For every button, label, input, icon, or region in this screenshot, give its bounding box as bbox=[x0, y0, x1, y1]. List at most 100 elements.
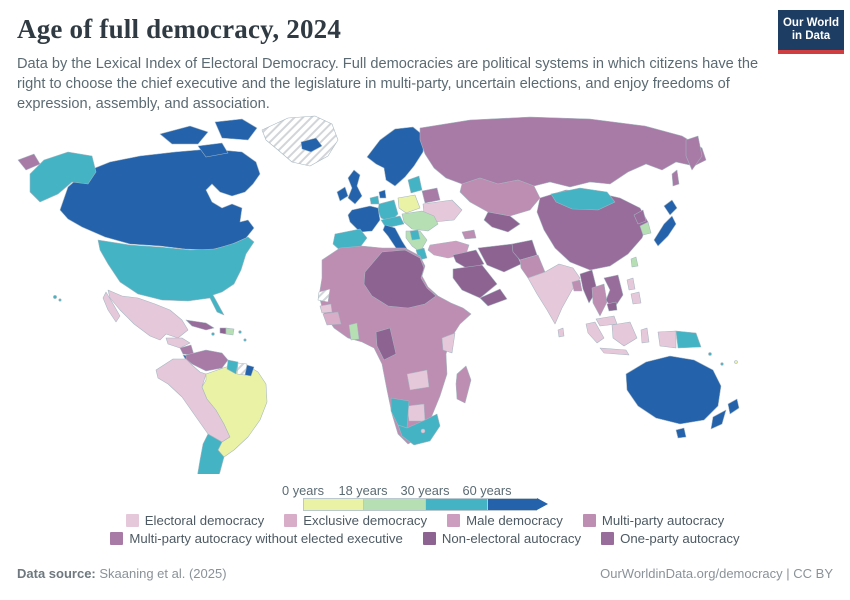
region-arctic-island[interactable] bbox=[159, 125, 209, 145]
region-yemen-oman[interactable] bbox=[479, 288, 508, 307]
region-hawaii[interactable] bbox=[53, 295, 57, 299]
region-guinea[interactable] bbox=[322, 311, 342, 326]
region-india[interactable] bbox=[527, 263, 581, 325]
region-indonesia[interactable] bbox=[585, 321, 605, 344]
region-new-zealand[interactable] bbox=[727, 398, 740, 415]
region-guatemala-honduras[interactable] bbox=[165, 337, 191, 349]
region-sahara-states[interactable] bbox=[363, 249, 437, 309]
region-haiti[interactable] bbox=[219, 327, 227, 335]
region-denmark[interactable] bbox=[378, 189, 387, 199]
region-indonesia[interactable] bbox=[611, 321, 638, 347]
region-hawaii[interactable] bbox=[58, 298, 62, 302]
region-indonesia[interactable] bbox=[657, 330, 677, 349]
legend-item-multiparty-autocracy-no-exec[interactable]: Multi-party autocracy without elected ex… bbox=[110, 531, 403, 546]
region-fiji[interactable] bbox=[734, 360, 738, 364]
region-papua-new-guinea[interactable] bbox=[675, 330, 702, 349]
data-source-label: Data source: bbox=[17, 566, 96, 581]
region-belarus[interactable] bbox=[421, 187, 441, 204]
region-senegal[interactable] bbox=[319, 303, 333, 314]
region-baja-california[interactable] bbox=[102, 291, 121, 323]
region-chukotka[interactable] bbox=[17, 153, 41, 171]
region-mongolia[interactable] bbox=[550, 187, 616, 211]
region-vanuatu[interactable] bbox=[720, 362, 724, 366]
legend-swatch bbox=[110, 532, 124, 545]
region-french-guiana[interactable] bbox=[244, 364, 255, 377]
region-indonesia[interactable] bbox=[640, 327, 650, 344]
region-venezuela[interactable] bbox=[185, 349, 229, 372]
legend-item-multiparty-autocracy[interactable]: Multi-party autocracy bbox=[582, 513, 725, 528]
legend-gradient-segment[interactable] bbox=[425, 498, 487, 511]
footer-link[interactable]: OurWorldinData.org/democracy | CC BY bbox=[600, 566, 833, 581]
region-kamchatka[interactable] bbox=[685, 135, 703, 171]
region-central-asia[interactable] bbox=[483, 211, 521, 233]
region-puerto-rico[interactable] bbox=[238, 330, 242, 334]
region-botswana[interactable] bbox=[406, 403, 426, 422]
legend-label: Exclusive democracy bbox=[303, 513, 428, 528]
legend-item-male-democracy[interactable]: Male democracy bbox=[447, 513, 563, 528]
legend-item-non-electoral-autocracy[interactable]: Non-electoral autocracy bbox=[422, 531, 581, 546]
region-kazakhstan[interactable] bbox=[459, 177, 541, 217]
region-namibia[interactable] bbox=[390, 397, 410, 429]
region-serbia[interactable] bbox=[409, 229, 421, 241]
region-thailand[interactable] bbox=[591, 283, 608, 317]
region-bangladesh[interactable] bbox=[571, 279, 583, 292]
region-new-zealand[interactable] bbox=[710, 409, 727, 430]
legend-gradient-segment[interactable] bbox=[363, 498, 425, 511]
region-central-europe[interactable] bbox=[401, 210, 439, 232]
region-south-africa[interactable] bbox=[397, 413, 441, 446]
region-iceland[interactable] bbox=[300, 137, 323, 153]
region-zambia[interactable] bbox=[406, 369, 430, 391]
region-switzerland-austria[interactable] bbox=[380, 215, 405, 229]
region-greenland[interactable] bbox=[261, 115, 339, 167]
legend-label: Multi-party autocracy bbox=[601, 513, 725, 528]
region-tasmania[interactable] bbox=[675, 427, 687, 439]
region-western-sahara[interactable] bbox=[317, 288, 331, 303]
region-philippines[interactable] bbox=[630, 291, 642, 305]
region-arctic-island[interactable] bbox=[214, 118, 258, 141]
region-madagascar[interactable] bbox=[455, 365, 472, 404]
region-australia[interactable] bbox=[625, 355, 722, 425]
region-kenya[interactable] bbox=[441, 332, 456, 354]
region-japan[interactable] bbox=[663, 199, 678, 216]
legend-gradient-segment[interactable] bbox=[303, 498, 363, 511]
region-taiwan[interactable] bbox=[630, 256, 639, 268]
legend-gradient-segment[interactable] bbox=[487, 498, 537, 511]
legend-item-electoral-democracy[interactable]: Electoral democracy bbox=[125, 513, 264, 528]
region-alaska[interactable] bbox=[29, 151, 97, 203]
region-south-korea[interactable] bbox=[639, 221, 652, 236]
region-ghana[interactable] bbox=[348, 322, 360, 341]
owid-logo[interactable]: Our World in Data bbox=[778, 10, 844, 54]
region-ireland[interactable] bbox=[336, 186, 349, 202]
region-cambodia[interactable] bbox=[606, 301, 618, 312]
region-indonesia[interactable] bbox=[599, 347, 630, 356]
region-france[interactable] bbox=[347, 205, 381, 233]
region-caucasus[interactable] bbox=[461, 229, 477, 240]
region-jamaica[interactable] bbox=[211, 332, 215, 336]
region-guyana[interactable] bbox=[226, 359, 239, 375]
region-cameroon-congo[interactable] bbox=[375, 327, 397, 361]
region-russia[interactable] bbox=[419, 116, 707, 188]
region-dominican-republic[interactable] bbox=[225, 327, 235, 336]
legend-item-one-party-autocracy[interactable]: One-party autocracy bbox=[601, 531, 740, 546]
legend-swatch bbox=[582, 514, 596, 527]
region-poland[interactable] bbox=[397, 194, 421, 214]
region-iran[interactable] bbox=[477, 243, 522, 273]
region-lesotho[interactable] bbox=[420, 428, 426, 434]
region-baltic-states[interactable] bbox=[407, 175, 423, 194]
region-united-kingdom[interactable] bbox=[347, 169, 363, 205]
region-philippines[interactable] bbox=[626, 277, 636, 291]
region-japan[interactable] bbox=[653, 215, 677, 247]
region-scandinavia[interactable] bbox=[366, 126, 425, 187]
region-north-korea[interactable] bbox=[633, 209, 647, 225]
region-lesser-antilles[interactable] bbox=[243, 338, 247, 342]
region-united-states[interactable] bbox=[97, 236, 255, 316]
legend-item-exclusive-democracy[interactable]: Exclusive democracy bbox=[284, 513, 427, 528]
region-cuba[interactable] bbox=[185, 319, 215, 331]
region-canada[interactable] bbox=[59, 148, 261, 251]
legend-gradient-arrow-icon bbox=[537, 498, 548, 510]
region-low-countries[interactable] bbox=[369, 195, 380, 205]
region-solomon-islands[interactable] bbox=[708, 352, 712, 356]
region-sri-lanka[interactable] bbox=[557, 327, 565, 338]
region-arctic-island[interactable] bbox=[197, 142, 229, 158]
region-sakhalin[interactable] bbox=[671, 169, 680, 187]
